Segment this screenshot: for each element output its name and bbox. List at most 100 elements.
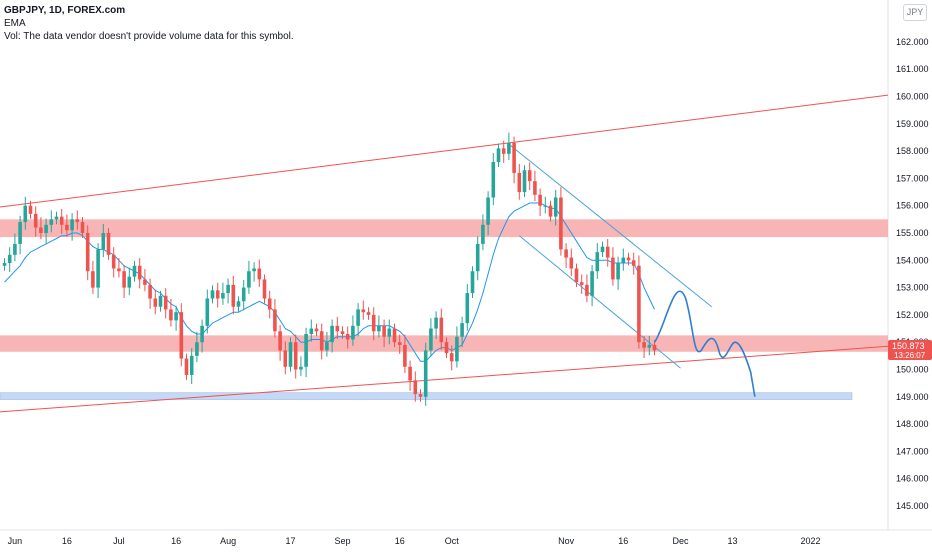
candle-body bbox=[200, 325, 204, 343]
candle-body bbox=[7, 254, 12, 264]
candle bbox=[538, 188, 542, 217]
candle bbox=[33, 206, 38, 237]
currency-button[interactable]: JPY bbox=[903, 4, 927, 21]
candle bbox=[179, 303, 184, 367]
channel-upper-line bbox=[0, 94, 889, 208]
candle bbox=[132, 260, 137, 282]
price-tick-label: 147.000 bbox=[896, 446, 929, 456]
candle-body bbox=[595, 252, 600, 272]
candle-body bbox=[621, 257, 626, 264]
candle bbox=[616, 256, 620, 290]
candle bbox=[517, 163, 522, 200]
candle-body bbox=[486, 197, 490, 225]
candle bbox=[626, 252, 631, 266]
candle-body bbox=[127, 276, 132, 288]
candle-body bbox=[59, 216, 64, 225]
candle bbox=[605, 239, 610, 267]
candle bbox=[7, 247, 12, 273]
candle bbox=[642, 335, 646, 359]
candle-body bbox=[309, 328, 314, 335]
candle bbox=[377, 315, 381, 338]
downtrend-upper-line bbox=[508, 143, 713, 308]
candle bbox=[314, 323, 319, 337]
price-tick-label: 146.000 bbox=[896, 474, 929, 484]
candle bbox=[236, 296, 241, 312]
candle bbox=[460, 316, 464, 348]
candle-body bbox=[319, 331, 324, 351]
candle bbox=[80, 217, 85, 238]
time-tick-label: Sep bbox=[334, 536, 350, 546]
candle bbox=[408, 360, 412, 391]
candle bbox=[252, 262, 256, 282]
candle-body bbox=[366, 312, 371, 315]
symbol-title[interactable]: GBPJPY, 1D, FOREX.com bbox=[4, 5, 126, 16]
candle bbox=[174, 305, 178, 331]
candle bbox=[501, 140, 506, 163]
candle-body bbox=[215, 290, 220, 299]
ema-indicator-label[interactable]: EMA bbox=[4, 18, 26, 29]
candle-body bbox=[330, 325, 334, 343]
candle-body bbox=[148, 284, 152, 299]
candle bbox=[267, 290, 272, 319]
candle bbox=[418, 389, 423, 402]
candle-body bbox=[527, 170, 532, 182]
candle-body bbox=[153, 298, 158, 307]
candle bbox=[647, 335, 652, 356]
candle bbox=[283, 341, 288, 375]
volume-note: Vol: The data vendor doesn't provide vol… bbox=[4, 31, 294, 42]
projection-path bbox=[653, 290, 756, 397]
candle-body bbox=[449, 353, 454, 362]
candle bbox=[241, 279, 246, 311]
candle-body bbox=[444, 342, 449, 354]
price-tick-label: 150.000 bbox=[896, 365, 929, 375]
candle-body bbox=[39, 227, 43, 233]
price-tick-label: 160.000 bbox=[896, 92, 929, 102]
price-axis[interactable]: 145.000 146.000 147.000 148.000 149.000 150.0… bbox=[896, 37, 929, 511]
channel-lower-line bbox=[0, 345, 889, 413]
time-axis[interactable]: Jun 16 Jul 16 Aug 17 Sep 16 Oct Nov 16 Dec 13 2022 bbox=[8, 536, 821, 546]
price-tick-label: 154.000 bbox=[896, 255, 929, 265]
candle bbox=[215, 282, 220, 308]
candle bbox=[559, 187, 563, 256]
candle-body bbox=[304, 334, 308, 367]
candle bbox=[54, 211, 59, 225]
candle bbox=[439, 308, 444, 350]
candle-body bbox=[221, 293, 225, 299]
time-tick-label: Aug bbox=[220, 536, 236, 546]
candle-body bbox=[403, 344, 407, 367]
candle-body bbox=[626, 257, 631, 261]
candle bbox=[371, 307, 376, 341]
candle bbox=[522, 165, 527, 197]
candle-body bbox=[491, 162, 496, 198]
candle-body bbox=[117, 268, 121, 272]
projection-line bbox=[653, 290, 756, 397]
candle bbox=[449, 345, 454, 371]
candle-body bbox=[293, 342, 298, 370]
candle-body bbox=[548, 205, 553, 217]
horizontal-zones bbox=[0, 219, 888, 400]
candle bbox=[231, 275, 236, 315]
candle bbox=[44, 218, 48, 244]
candle bbox=[621, 248, 626, 271]
price-tag-price: 150.873 bbox=[892, 341, 925, 351]
candle bbox=[403, 334, 407, 374]
candle bbox=[189, 348, 194, 384]
candle bbox=[351, 315, 355, 346]
candle bbox=[70, 213, 74, 241]
candle-body bbox=[455, 336, 459, 362]
candle bbox=[637, 255, 641, 349]
candle-body bbox=[631, 260, 636, 266]
time-tick-label: 16 bbox=[395, 536, 405, 546]
candle-body bbox=[2, 263, 7, 266]
price-tick-label: 158.000 bbox=[896, 146, 929, 156]
candle bbox=[127, 267, 132, 296]
time-tick-label: 2022 bbox=[800, 536, 820, 546]
candle bbox=[512, 136, 516, 184]
candle bbox=[205, 289, 210, 334]
candles bbox=[2, 132, 657, 406]
candle bbox=[527, 162, 532, 191]
candle bbox=[345, 326, 350, 349]
candle bbox=[429, 318, 433, 357]
